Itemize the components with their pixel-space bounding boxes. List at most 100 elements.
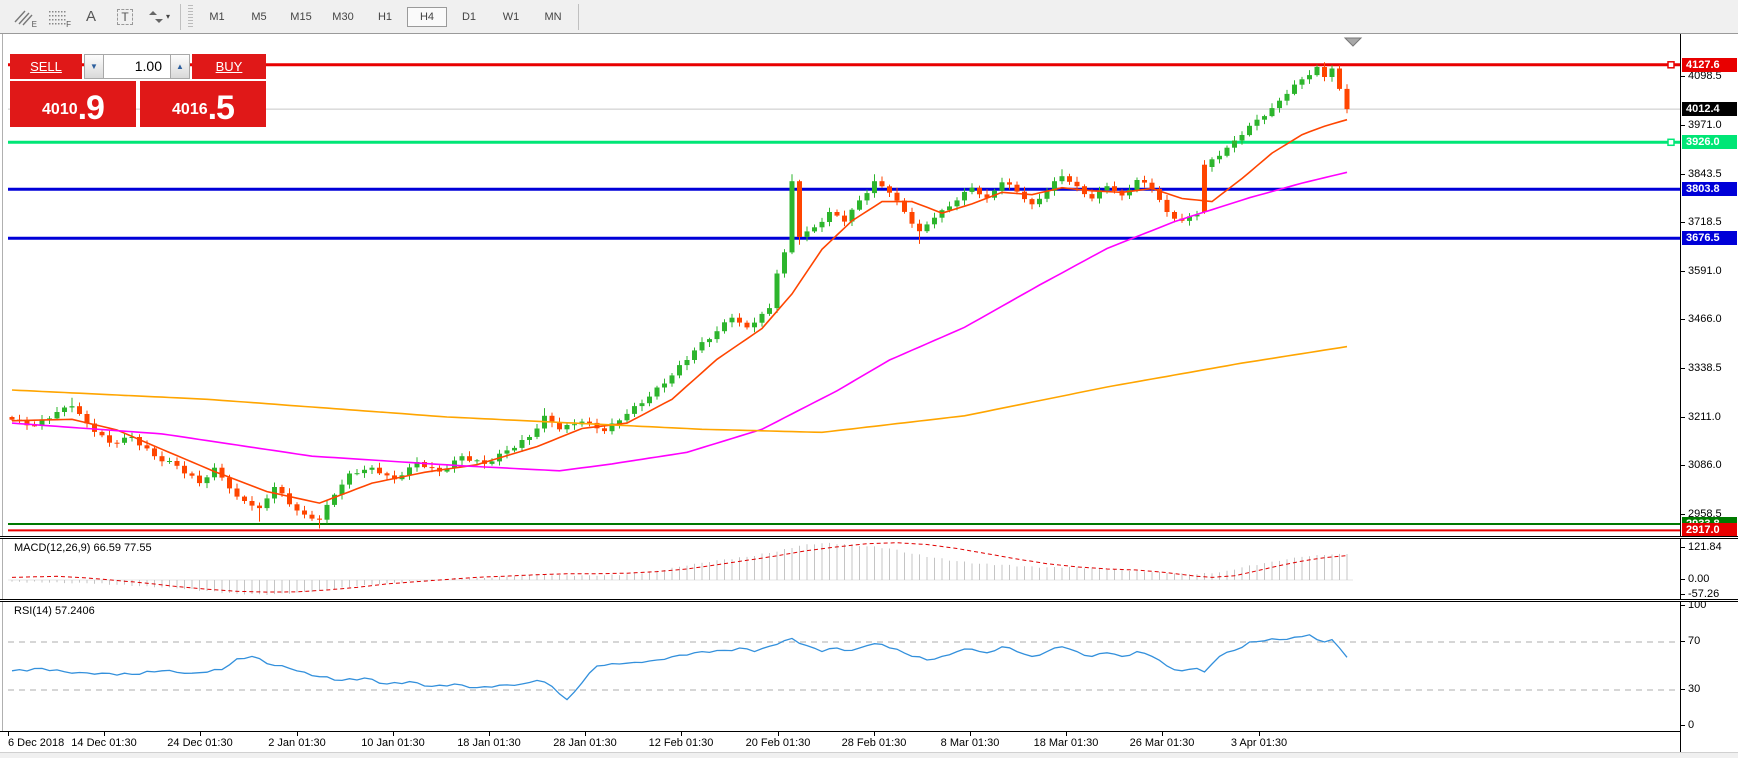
candle-body xyxy=(587,421,592,423)
candle-body xyxy=(339,484,345,495)
price-tick-label: 3466.0 xyxy=(1688,313,1722,325)
candle-body xyxy=(1007,182,1012,185)
time-axis-label: 14 Dec 01:30 xyxy=(71,737,137,749)
buy-button[interactable]: BUY xyxy=(192,54,266,79)
window-left-border xyxy=(2,34,3,757)
candle-body xyxy=(257,505,262,509)
candle-body xyxy=(669,375,675,384)
timeframe-button-m30[interactable]: M30 xyxy=(332,10,354,23)
sell-price-int: 4010 xyxy=(42,101,78,118)
candle-body xyxy=(774,273,780,309)
scroll-to-end-marker[interactable] xyxy=(1343,37,1363,47)
candle-body xyxy=(287,493,292,505)
volume-decrease-button[interactable]: ▼ xyxy=(84,54,104,79)
candle-body xyxy=(677,365,682,376)
candle-body xyxy=(602,428,607,432)
time-tick-mark xyxy=(681,732,682,736)
time-axis[interactable]: 6 Dec 2018 14 Dec 01:30 24 Dec 01:30 2 Jan … xyxy=(0,731,1738,753)
timeframe-button-h4[interactable]: H4 xyxy=(407,6,447,27)
sell-price-display[interactable]: 4010 .9 xyxy=(10,81,136,127)
candle-body xyxy=(47,418,52,420)
candle-body xyxy=(504,450,510,454)
rsi-tick-label: 0 xyxy=(1688,719,1695,731)
price-tick-label: 4098.5 xyxy=(1688,70,1722,82)
timeframe-button-m5[interactable]: M5 xyxy=(251,10,267,23)
macd-tick-label: 0.00 xyxy=(1688,573,1710,585)
candle-body xyxy=(362,469,367,474)
time-tick-mark xyxy=(8,732,9,736)
candle-body xyxy=(122,437,127,443)
candle-body xyxy=(189,473,195,476)
panel-separator[interactable] xyxy=(0,536,1738,539)
timeframe-button-h1[interactable]: H1 xyxy=(377,10,393,23)
timeframe-button-mn[interactable]: MN xyxy=(544,10,562,23)
level-edit-marker[interactable] xyxy=(1667,138,1675,147)
equidistant-channel-icon[interactable]: E xyxy=(6,4,40,30)
level-edit-marker[interactable] xyxy=(1667,61,1675,69)
candle-body xyxy=(849,209,855,222)
candle-body xyxy=(264,498,270,509)
candle-body xyxy=(797,181,802,237)
rsi-tick-label: 100 xyxy=(1688,599,1707,611)
candle-body xyxy=(662,383,667,388)
candle-body xyxy=(1224,147,1230,156)
buy-price-display[interactable]: 4016 .5 xyxy=(140,81,266,127)
volume-input[interactable]: 1.00 xyxy=(104,54,170,79)
axis-tick-mark xyxy=(1681,547,1685,548)
timeframe-button-w1[interactable]: W1 xyxy=(502,10,520,23)
candle-body xyxy=(1112,186,1117,191)
candle-body xyxy=(1164,199,1170,212)
candle-body xyxy=(354,473,360,475)
price-axis[interactable]: 4098.5 3971.0 3843.5 3718.5 3591.0 3466.0 3338… xyxy=(1680,34,1738,752)
candle-body xyxy=(699,342,705,351)
candle-body xyxy=(999,182,1005,191)
candle-body xyxy=(804,231,810,237)
fibonacci-grid-icon[interactable]: F xyxy=(40,4,74,30)
axis-tick-mark xyxy=(1681,605,1685,606)
timeframe-button-d1[interactable]: D1 xyxy=(461,10,477,23)
rsi-chart-canvas[interactable] xyxy=(8,602,1680,729)
candle-body xyxy=(729,317,735,323)
panel-separator[interactable] xyxy=(0,599,1738,602)
sell-button[interactable]: SELL xyxy=(10,54,82,79)
candle-body xyxy=(879,181,885,187)
candle-body xyxy=(1209,159,1215,167)
candle-body xyxy=(1194,214,1200,217)
candle-body xyxy=(467,456,472,461)
candle-body xyxy=(557,422,562,430)
candle-body xyxy=(767,308,772,314)
volume-increase-button[interactable]: ▲ xyxy=(170,54,190,79)
candle-body xyxy=(684,360,690,366)
macd-chart-canvas[interactable] xyxy=(8,539,1680,599)
candle-body xyxy=(309,514,315,519)
candle-body xyxy=(1239,135,1245,141)
price-tick-label: 3086.0 xyxy=(1688,459,1722,471)
time-axis-label: 26 Mar 01:30 xyxy=(1129,737,1195,749)
candle-body xyxy=(759,313,765,323)
toolbar-drag-handle[interactable] xyxy=(188,4,193,29)
candle-body xyxy=(707,339,712,343)
time-axis-label: 28 Feb 01:30 xyxy=(841,737,907,749)
candle-body xyxy=(947,206,952,211)
candle-body xyxy=(159,456,165,462)
one-click-trade-panel: SELL ▼ 1.00 ▲ BUY 4010 .9 4016 .5 xyxy=(10,54,266,127)
timeframe-button-m15[interactable]: M15 xyxy=(290,10,312,23)
timeframe-button-m1[interactable]: M1 xyxy=(209,10,225,23)
candle-body xyxy=(167,461,172,462)
text-icon[interactable]: A xyxy=(85,8,96,25)
text-label-icon[interactable]: T xyxy=(108,4,142,30)
time-axis-label: 28 Jan 01:30 xyxy=(553,737,617,749)
candle-body xyxy=(242,496,247,501)
candle-body xyxy=(1074,181,1080,187)
time-axis-label: 2 Jan 01:30 xyxy=(268,737,326,749)
candle-body xyxy=(137,437,142,446)
time-tick-mark xyxy=(393,732,394,736)
price-chart-canvas[interactable] xyxy=(8,34,1680,535)
candle-body xyxy=(1059,176,1065,182)
candle-body xyxy=(1022,191,1027,200)
candle-body xyxy=(1202,164,1207,212)
arrows-icon[interactable]: ▾ xyxy=(142,4,176,30)
candle-body xyxy=(647,396,652,404)
candle-body xyxy=(654,387,660,397)
candle-body xyxy=(812,227,817,232)
